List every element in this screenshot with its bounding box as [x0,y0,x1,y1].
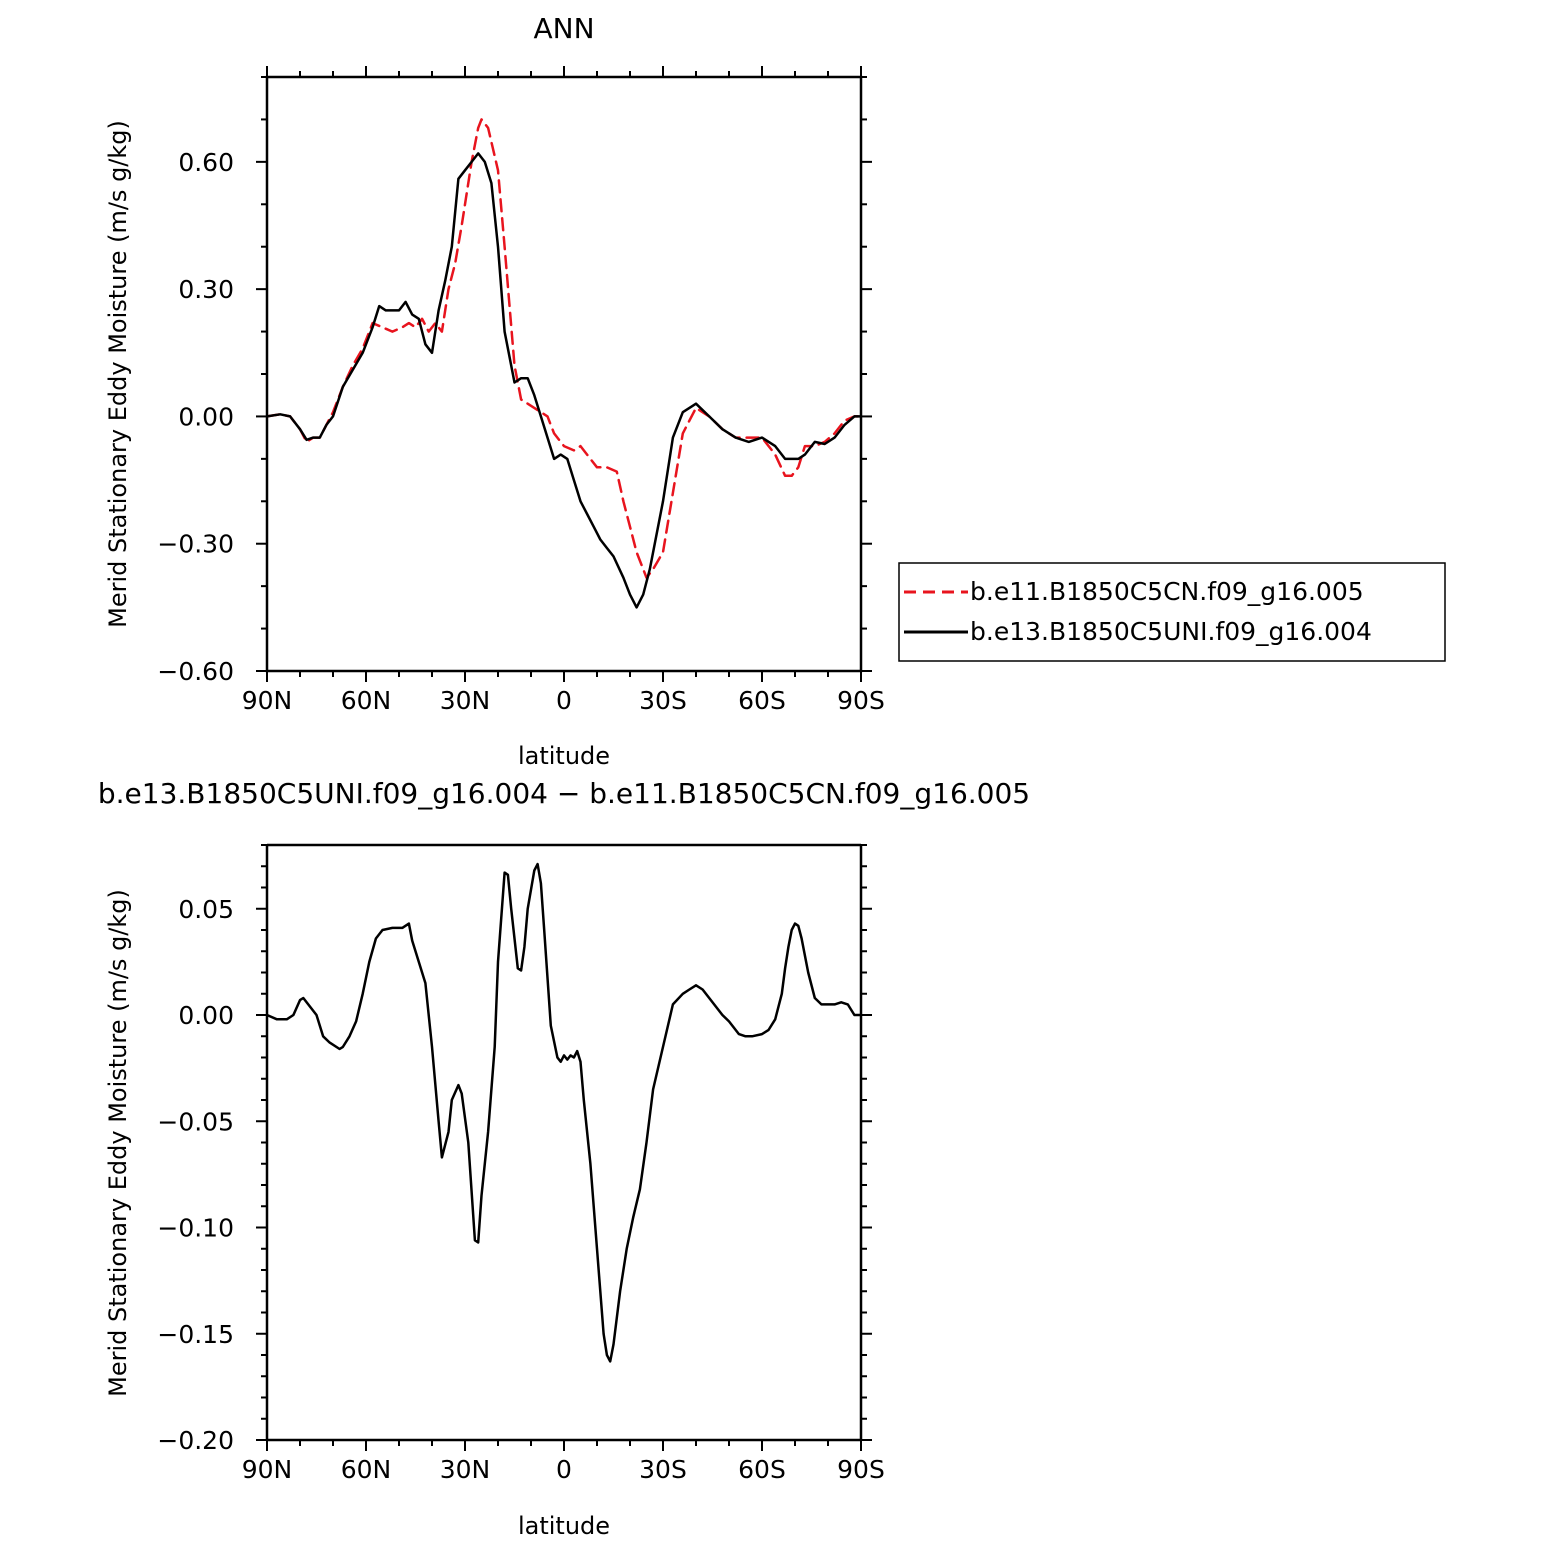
legend-entry-2: b.e13.B1850C5UNI.f09_g16.004 [970,617,1372,646]
bottom-series-line-1 [265,862,863,1363]
bottom-x-tick-label: 0 [556,1455,572,1484]
top-y-tick-label: 0.30 [178,275,234,304]
bottom-y-tick-label: −0.10 [157,1214,234,1243]
bottom-panel-title: b.e13.B1850C5UNI.f09_g16.004 − b.e11.B18… [98,777,1030,810]
top-series-line-2 [265,152,863,609]
top-y-tick-label: 0.60 [178,148,234,177]
top-y-tick-label: 0.00 [178,402,234,431]
bottom-panel: b.e13.B1850C5UNI.f09_g16.004 − b.e11.B18… [98,777,1030,1540]
bottom-x-tick-label: 30N [440,1455,491,1484]
top-x-tick-label: 90S [837,686,885,715]
top-y-axis-label: Merid Stationary Eddy Moisture (m/s g/kg… [104,120,132,628]
top-y-ticks: 0.60 0.30 0.00 −0.30 −0.60 [157,76,872,686]
bottom-plot-lines [265,862,863,1363]
bottom-x-axis-label: latitude [518,1512,610,1540]
top-x-tick-label: 60S [738,686,786,715]
bottom-x-tick-label: 90S [837,1455,885,1484]
top-x-tick-label: 30N [440,686,491,715]
bottom-x-tick-label: 30S [639,1455,687,1484]
bottom-y-ticks: 0.05 0.00 −0.05 −0.10 −0.15 −0.20 [157,844,872,1455]
top-series-line-1 [265,118,863,579]
bottom-y-tick-label: −0.15 [157,1320,234,1349]
bottom-y-tick-label: −0.05 [157,1107,234,1136]
bottom-x-tick-label: 60S [738,1455,786,1484]
top-x-axis-label: latitude [518,742,610,770]
legend-box [898,562,1446,662]
bottom-x-tick-label: 90N [242,1455,293,1484]
legend: b.e11.B1850C5CN.f09_g16.005 b.e13.B1850C… [898,562,1446,662]
bottom-y-tick-label: 0.00 [178,1001,234,1030]
bottom-y-tick-label: −0.20 [157,1426,234,1455]
top-x-ticks: 90N 60N 30N 0 30S 60S 90S [242,66,885,715]
top-x-tick-label: 30S [639,686,687,715]
top-x-tick-label: 90N [242,686,293,715]
top-y-tick-label: −0.60 [157,657,234,686]
top-panel-title: ANN [533,12,594,45]
legend-entry-1: b.e11.B1850C5CN.f09_g16.005 [970,577,1364,606]
top-x-tick-label: 60N [341,686,392,715]
top-plot-lines [265,118,863,609]
top-y-tick-label: −0.30 [157,530,234,559]
top-panel: ANN 90N 60N 30N 0 30S 60S 90S 0.60 0.30 0.00 −0.3… [104,12,1446,770]
top-x-tick-label: 0 [556,686,572,715]
bottom-x-tick-label: 60N [341,1455,392,1484]
bottom-y-tick-label: 0.05 [178,895,234,924]
top-plot-frame [265,75,863,673]
bottom-y-axis-label: Merid Stationary Eddy Moisture (m/s g/kg… [104,889,132,1397]
